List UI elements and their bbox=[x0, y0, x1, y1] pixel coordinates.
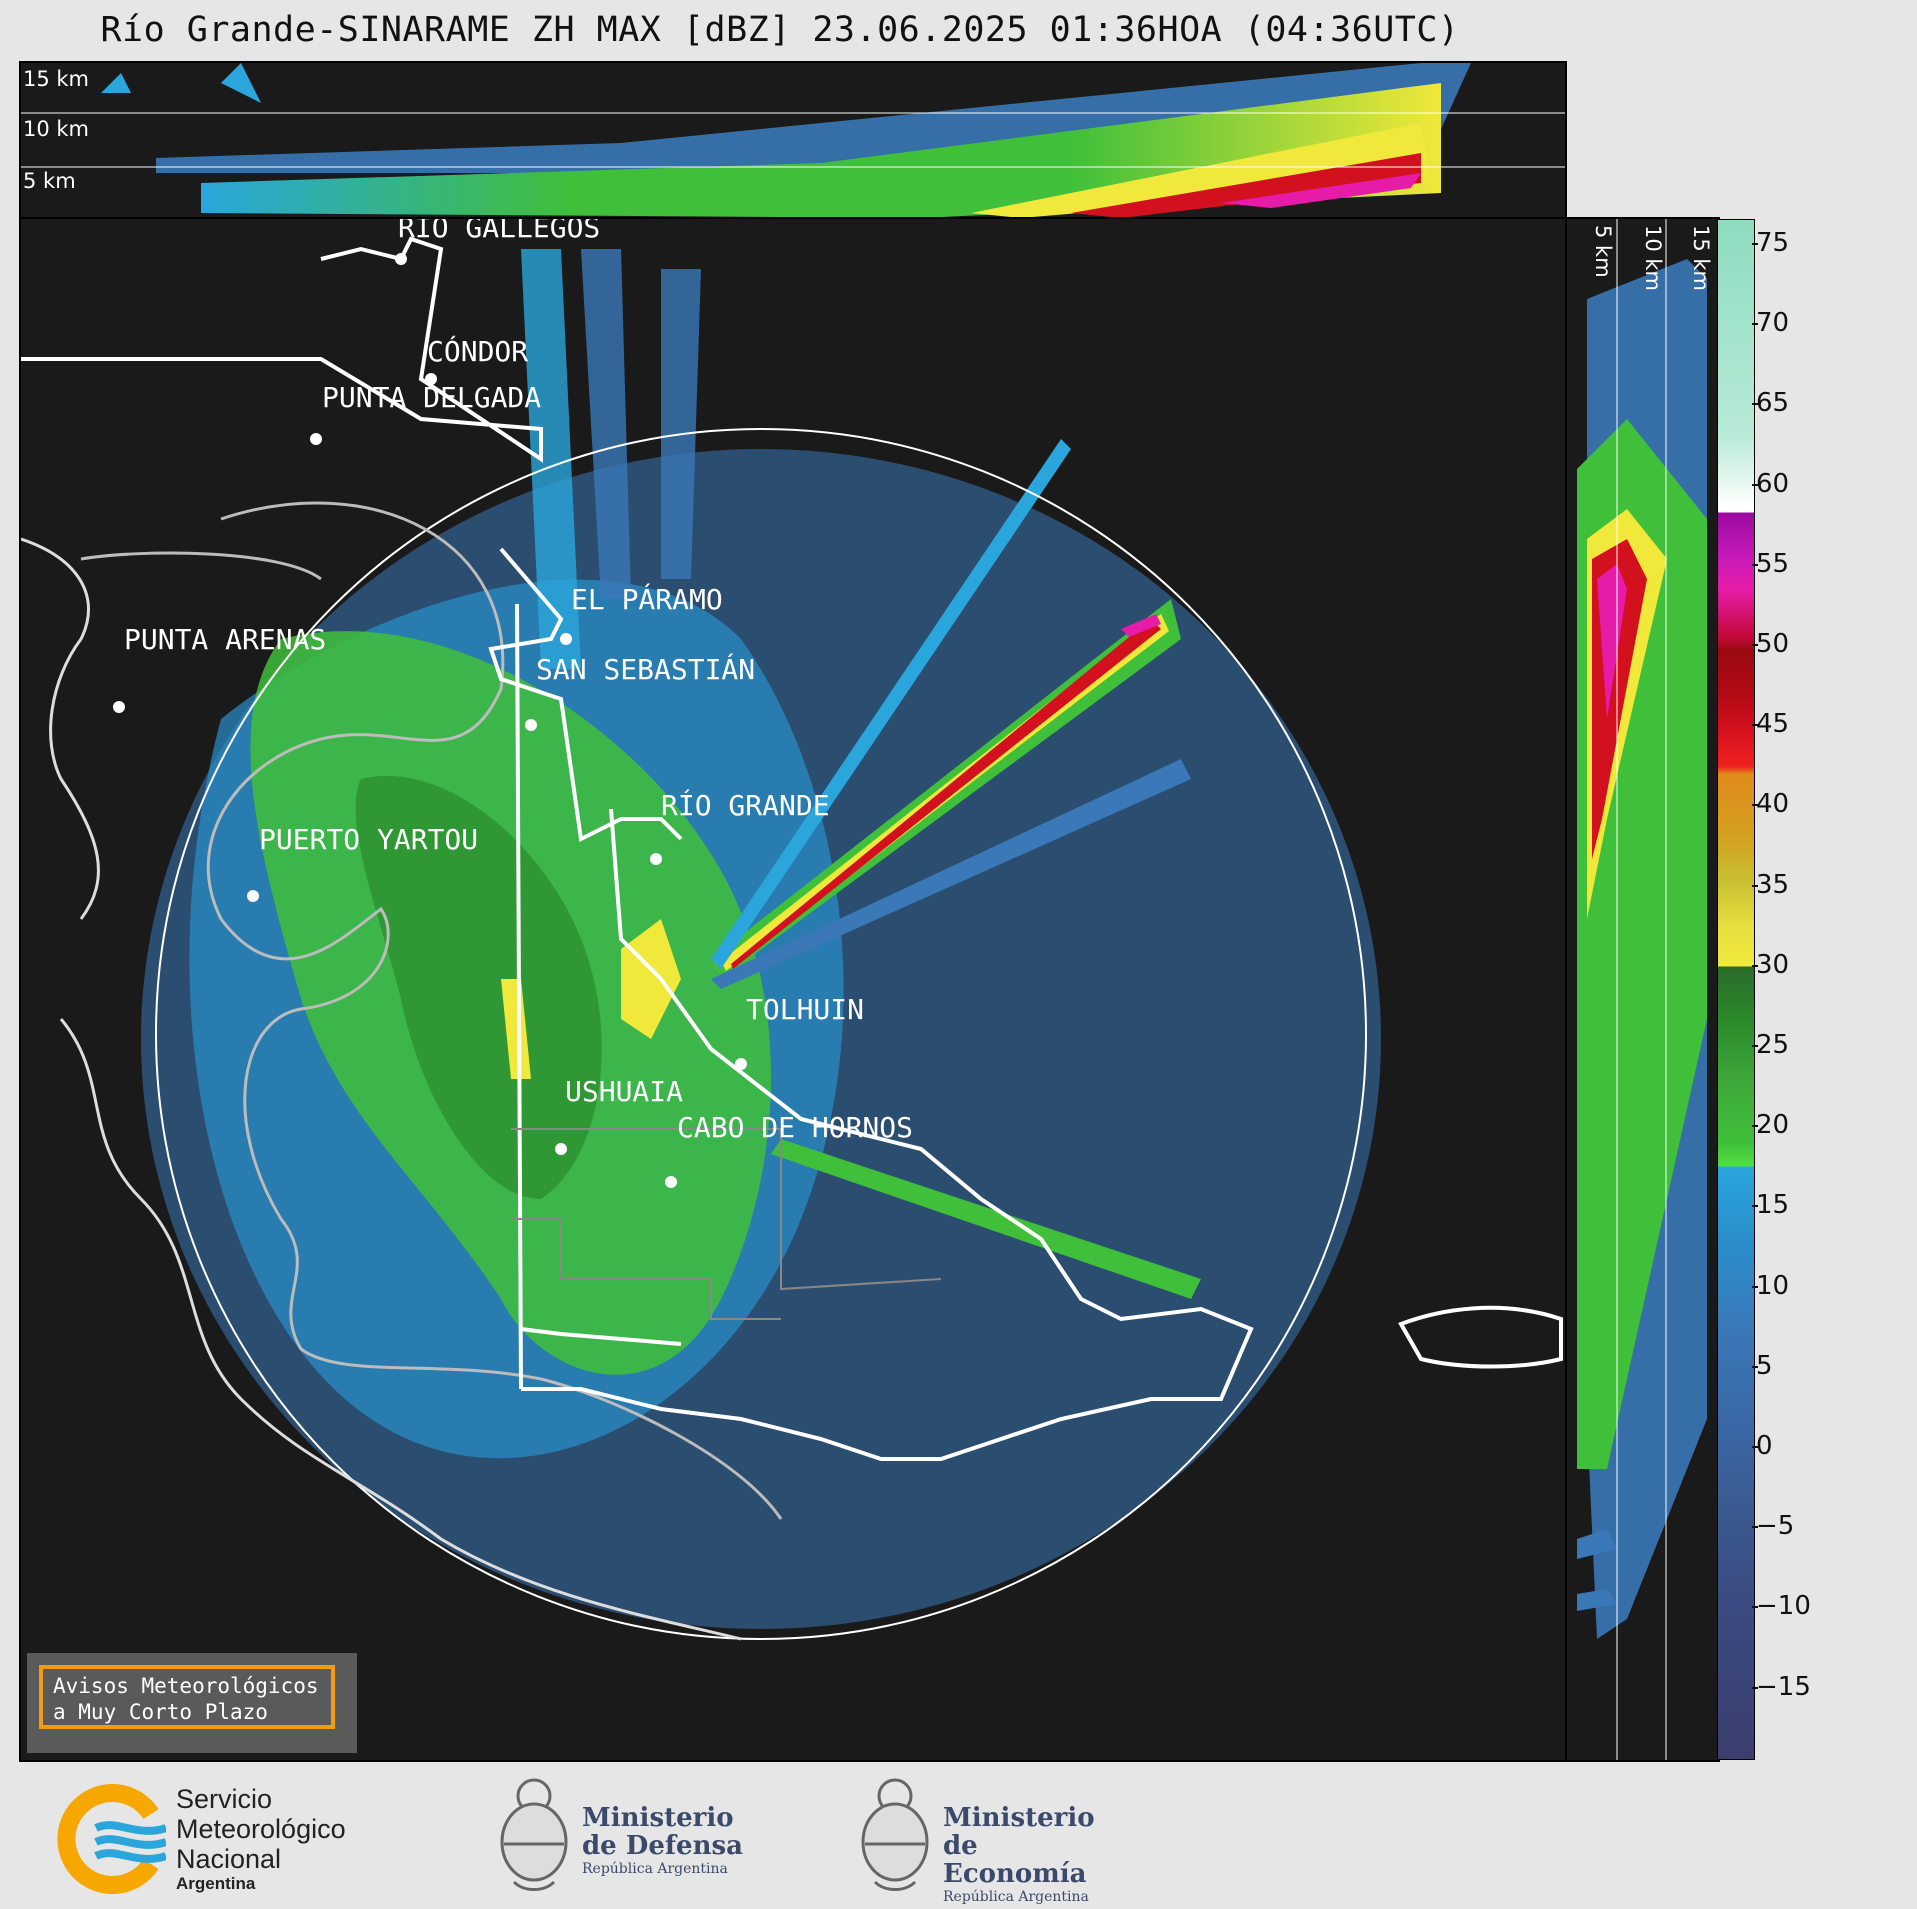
warning-line-1: Avisos Meteorológicos bbox=[53, 1674, 319, 1698]
city-label-punta-delgada: PUNTA DELGADA bbox=[322, 381, 541, 414]
ministerio-defensa-logo: Ministerio de Defensa República Argentin… bbox=[494, 1772, 754, 1897]
side-alt-label-5: 5 km bbox=[1591, 225, 1615, 278]
colorbar-tick-mark bbox=[1752, 1686, 1758, 1689]
smn-line-3: Nacional bbox=[176, 1844, 282, 1874]
colorbar-tick-mark bbox=[1752, 644, 1758, 646]
economia-line-3: República Argentina bbox=[943, 1889, 1089, 1905]
city-dot-cabo-de-hornos bbox=[665, 1176, 677, 1188]
city-dot-condor bbox=[425, 373, 437, 385]
colorbar-tick-mark bbox=[1752, 1606, 1758, 1609]
defensa-line-3: República Argentina bbox=[582, 1861, 728, 1877]
colorbar-tick-mark bbox=[1752, 1526, 1758, 1529]
colorbar-tick-label: 30 bbox=[1756, 949, 1790, 980]
coastline-tierra-del-fuego bbox=[521, 808, 1254, 1461]
city-label-ushuaia: USHUAIA bbox=[565, 1075, 683, 1108]
colorbar-tick-mark bbox=[1752, 483, 1758, 486]
colorbar-tick-mark bbox=[1752, 1045, 1758, 1047]
city-label-punta-arenas: PUNTA ARENAS bbox=[124, 623, 326, 656]
defensa-line-1: Ministerio bbox=[582, 1803, 734, 1833]
coastline-grey bbox=[80, 501, 783, 1520]
colorbar-tick-mark bbox=[1752, 724, 1758, 727]
page-title: Río Grande-SINARAME ZH MAX [dBZ] 23.06.2… bbox=[100, 10, 1460, 50]
colorbar-tick-mark bbox=[1752, 1446, 1758, 1448]
top-cross-section-panel: 15 km 10 km 5 km bbox=[19, 61, 1567, 220]
radar-map-panel: RÍO GALLEGOS CÓNDOR PUNTA DELGADA EL PÁR… bbox=[19, 217, 1567, 1762]
colorbar-tick-label: 15 bbox=[1756, 1190, 1790, 1221]
top-alt-label-5: 5 km bbox=[23, 169, 76, 193]
colorbar-tick-mark bbox=[1752, 1365, 1758, 1368]
city-label-san-sebastian: SAN SEBASTIÁN bbox=[536, 652, 755, 686]
colorbar-tick-label: 50 bbox=[1756, 629, 1790, 659]
colorbar-tick-label: −5 bbox=[1756, 1511, 1795, 1542]
colorbar-tick-mark bbox=[1752, 964, 1758, 967]
warning-line-2: a Muy Corto Plazo bbox=[53, 1700, 268, 1725]
colorbar-tick-mark bbox=[1752, 884, 1758, 887]
warning-box-inner[interactable]: Avisos Meteorológicos a Muy Corto Plazo bbox=[39, 1665, 335, 1729]
city-label-condor: CÓNDOR bbox=[427, 334, 528, 368]
colorbar-tick-label: 65 bbox=[1756, 388, 1790, 419]
side-cross-section-plot bbox=[1577, 219, 1707, 1760]
isla-de-los-estados bbox=[1398, 1305, 1563, 1369]
city-dot-punta-delgada bbox=[310, 433, 322, 445]
colorbar-tick-label: 55 bbox=[1756, 548, 1790, 579]
colorbar-tick-label: 35 bbox=[1756, 869, 1790, 900]
defensa-line-2: de Defensa bbox=[582, 1831, 743, 1861]
coat-of-arms-icon bbox=[861, 1778, 929, 1891]
side-alt-label-15: 15 km bbox=[1689, 225, 1713, 292]
city-label-cabo-de-hornos: CABO DE HORNOS bbox=[677, 1111, 913, 1144]
smn-line-2: Meteorológico bbox=[176, 1814, 346, 1844]
city-label-el-paramo: EL PÁRAMO bbox=[571, 582, 723, 616]
colorbar-tick-label: 0 bbox=[1756, 1431, 1773, 1461]
colorbar-tick-label: 20 bbox=[1756, 1110, 1790, 1141]
colorbar-tick-label: 70 bbox=[1756, 308, 1790, 339]
dbz-colorbar bbox=[1717, 219, 1755, 1760]
smn-logo: Servicio Meteorológico Nacional Argentin… bbox=[56, 1784, 396, 1894]
city-label-puerto-yartou: PUERTO YARTOU bbox=[259, 823, 478, 856]
side-cross-section-panel: 5 km 10 km 15 km bbox=[1565, 217, 1720, 1762]
economia-line-1: Ministerio bbox=[943, 1803, 1095, 1833]
city-dot-san-sebastian bbox=[525, 719, 537, 731]
colorbar-tick-mark bbox=[1752, 563, 1758, 566]
city-label-rio-grande: RÍO GRANDE bbox=[661, 788, 830, 822]
colorbar-tick-label: 10 bbox=[1756, 1270, 1790, 1301]
ministerio-economia-logo: Ministerio de Economía República Argenti… bbox=[855, 1772, 1125, 1905]
colorbar-tick-label: 75 bbox=[1756, 228, 1790, 258]
smn-line-1: Servicio bbox=[176, 1784, 273, 1814]
smn-line-4: Argentina bbox=[176, 1874, 256, 1893]
colorbar-tick-mark bbox=[1752, 243, 1758, 245]
colorbar-tick-label: 45 bbox=[1756, 709, 1790, 740]
coat-of-arms-icon bbox=[500, 1778, 568, 1891]
colorbar-tick-mark bbox=[1752, 1205, 1758, 1208]
colorbar-tick-label: 25 bbox=[1756, 1030, 1790, 1060]
top-cross-section-plot bbox=[21, 63, 1565, 218]
colorbar-tick-label: 40 bbox=[1756, 789, 1790, 820]
city-dot-ushuaia bbox=[555, 1143, 567, 1155]
smn-logo-icon bbox=[57, 1784, 166, 1894]
top-alt-label-15: 15 km bbox=[23, 67, 90, 91]
colorbar-tick-label: 60 bbox=[1756, 468, 1790, 499]
city-dot-rio-grande bbox=[650, 853, 662, 865]
city-dot-punta-arenas bbox=[113, 701, 125, 713]
city-label-rio-gallegos: RÍO GALLEGOS bbox=[398, 219, 600, 244]
colorbar-tick-mark bbox=[1752, 1125, 1758, 1128]
city-dot-rio-gallegos bbox=[395, 253, 407, 265]
colorbar-tick-mark bbox=[1752, 804, 1758, 807]
warning-box[interactable]: Avisos Meteorológicos a Muy Corto Plazo bbox=[27, 1653, 357, 1753]
colorbar-tick-mark bbox=[1752, 403, 1758, 406]
colorbar-tick-label: −15 bbox=[1756, 1671, 1811, 1702]
city-dot-puerto-yartou bbox=[247, 890, 259, 902]
economia-line-2: de Economía bbox=[943, 1831, 1087, 1889]
border-north bbox=[21, 236, 543, 463]
city-dot-tolhuin bbox=[735, 1058, 747, 1070]
top-alt-label-10: 10 km bbox=[23, 117, 90, 141]
city-label-tolhuin: TOLHUIN bbox=[746, 993, 864, 1026]
colorbar-tick-mark bbox=[1752, 1285, 1758, 1288]
colorbar-tick-mark bbox=[1752, 323, 1758, 326]
radar-map: RÍO GALLEGOS CÓNDOR PUNTA DELGADA EL PÁR… bbox=[21, 219, 1563, 1641]
city-dot-el-paramo bbox=[560, 633, 572, 645]
side-alt-label-10: 10 km bbox=[1641, 225, 1665, 292]
colorbar-tick-label: −10 bbox=[1756, 1591, 1811, 1622]
border-argentina-chile bbox=[515, 603, 523, 1390]
colorbar-tick-label: 5 bbox=[1756, 1350, 1773, 1381]
